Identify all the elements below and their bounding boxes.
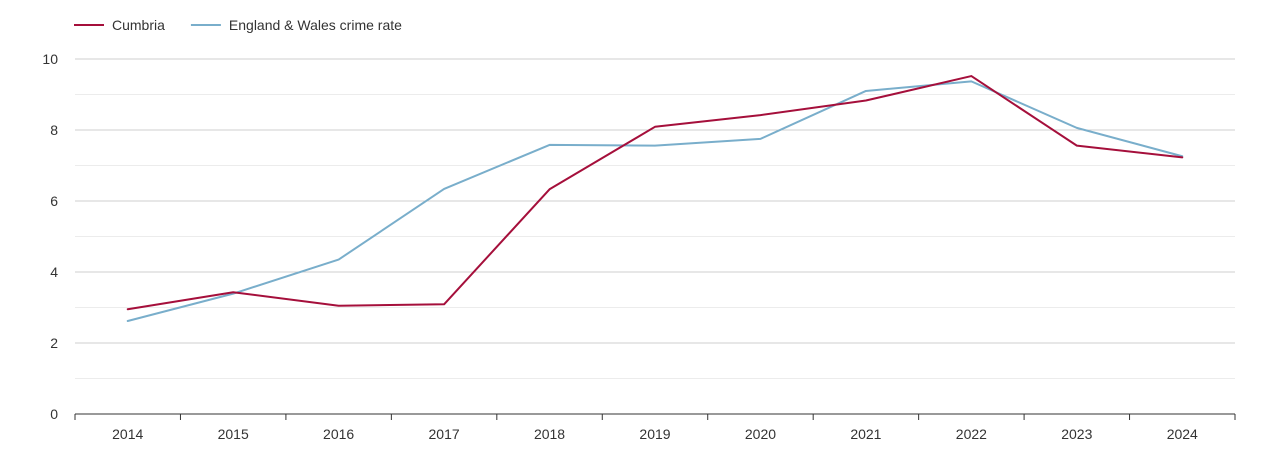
y-tick-label: 0	[50, 406, 58, 422]
data-point-england-wales-crime-rate[interactable]	[864, 89, 868, 93]
data-point-cumbria[interactable]	[864, 99, 868, 103]
data-point-cumbria[interactable]	[758, 113, 762, 117]
data-point-england-wales-crime-rate[interactable]	[126, 319, 130, 323]
x-axis: 2014 2015 2016 2017 2018 2019 2020 2021 2022 2023…	[74, 413, 1236, 442]
data-point-cumbria[interactable]	[442, 302, 446, 306]
data-point-england-wales-crime-rate[interactable]	[653, 144, 657, 148]
y-tick-label: 6	[50, 193, 58, 209]
data-point-cumbria[interactable]	[969, 74, 973, 78]
legend-item-cumbria[interactable]: Cumbria	[74, 17, 165, 33]
x-tick-label: 2022	[956, 426, 987, 442]
y-tick-label: 10	[42, 51, 58, 67]
data-point-cumbria[interactable]	[548, 187, 552, 191]
data-point-england-wales-crime-rate[interactable]	[1075, 126, 1079, 130]
data-point-cumbria[interactable]	[231, 290, 235, 294]
gridlines	[75, 58, 1235, 379]
x-tick-label: 2016	[323, 426, 354, 442]
y-axis: 0 2 4 6 8 10	[42, 51, 58, 422]
data-point-england-wales-crime-rate[interactable]	[969, 79, 973, 83]
x-tick-label: 2019	[639, 426, 670, 442]
series-lines	[126, 74, 1184, 323]
x-tick-label: 2021	[850, 426, 881, 442]
legend-item-england-wales-crime-rate[interactable]: England & Wales crime rate	[190, 17, 402, 33]
data-point-cumbria[interactable]	[1075, 144, 1079, 148]
data-point-cumbria[interactable]	[337, 304, 341, 308]
x-tick-label: 2018	[534, 426, 565, 442]
series-line-england-wales-crime-rate	[126, 80, 1184, 322]
legend-label: Cumbria	[112, 17, 165, 33]
legend-label: England & Wales crime rate	[229, 17, 402, 33]
y-tick-label: 2	[50, 335, 58, 351]
y-tick-label: 4	[50, 264, 58, 280]
data-point-england-wales-crime-rate[interactable]	[442, 187, 446, 191]
data-point-cumbria[interactable]	[126, 307, 130, 311]
x-tick-label: 2020	[745, 426, 776, 442]
data-point-england-wales-crime-rate[interactable]	[758, 137, 762, 141]
x-tick-label: 2015	[218, 426, 249, 442]
data-point-cumbria[interactable]	[653, 125, 657, 129]
data-point-cumbria[interactable]	[1180, 155, 1184, 159]
x-tick-label: 2023	[1061, 426, 1092, 442]
x-tick-label: 2017	[429, 426, 460, 442]
x-tick-label: 2024	[1167, 426, 1198, 442]
series-line-cumbria	[126, 75, 1184, 311]
data-point-england-wales-crime-rate[interactable]	[548, 143, 552, 147]
legend: Cumbria England & Wales crime rate	[74, 17, 402, 33]
data-point-england-wales-crime-rate[interactable]	[337, 258, 341, 262]
y-tick-label: 8	[50, 122, 58, 138]
x-tick-label: 2014	[112, 426, 143, 442]
